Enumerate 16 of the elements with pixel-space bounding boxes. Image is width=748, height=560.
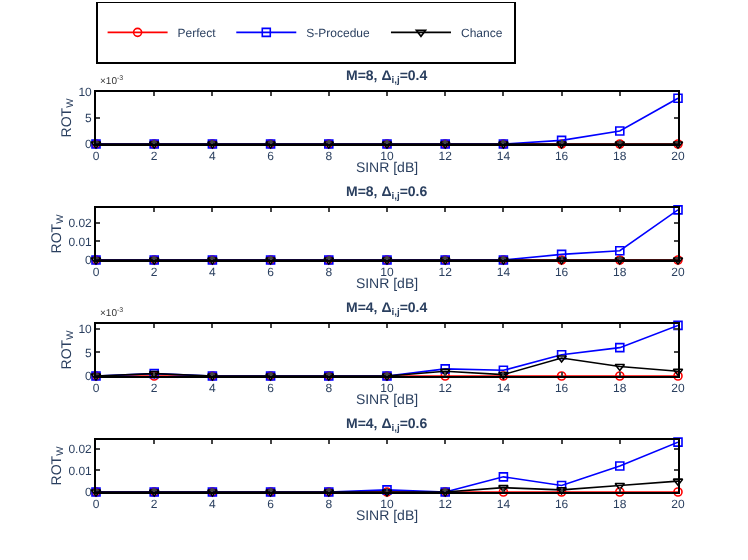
point — [615, 371, 625, 381]
point — [615, 461, 625, 471]
point — [556, 371, 567, 381]
point — [673, 437, 683, 447]
point — [673, 487, 683, 497]
point — [615, 342, 625, 353]
point — [673, 93, 683, 104]
point — [615, 487, 625, 497]
point — [673, 205, 683, 215]
point — [615, 245, 625, 256]
point — [673, 320, 683, 331]
point — [556, 249, 567, 260]
point — [614, 482, 626, 491]
point — [614, 363, 626, 372]
point — [498, 472, 509, 482]
point — [615, 126, 625, 136]
